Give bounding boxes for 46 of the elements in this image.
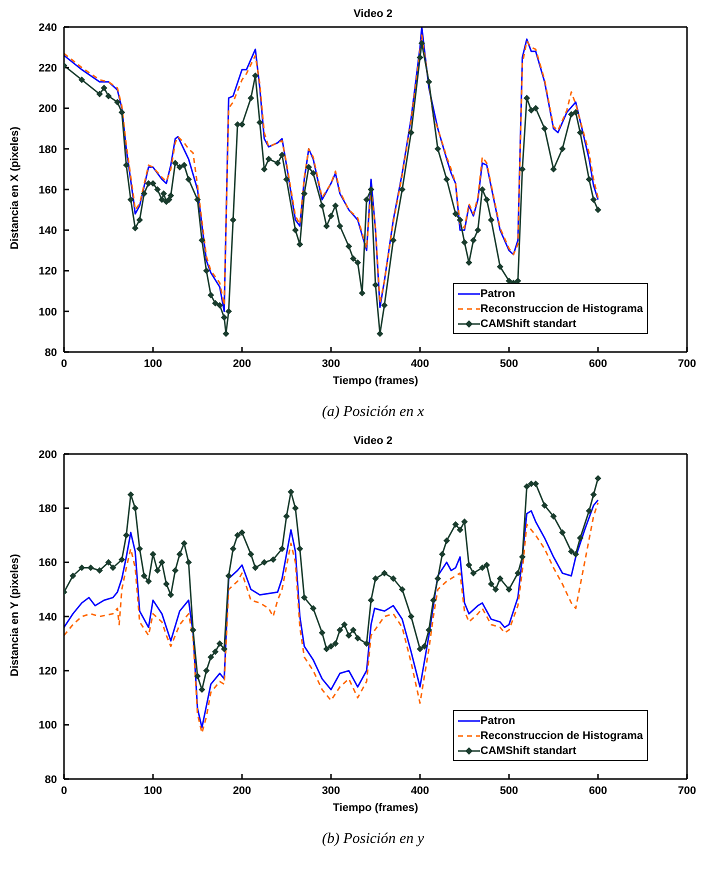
- y-tick-label: 180: [38, 144, 57, 156]
- x-tick-label: 700: [678, 784, 696, 797]
- legend-label: Reconstruccion de Histograma: [480, 730, 643, 742]
- chart-title: Video 2: [352, 8, 394, 22]
- y-tick-label: 140: [38, 611, 57, 624]
- x-tick-label: 400: [410, 784, 430, 797]
- x-axis-title: Tiempo (frames): [332, 802, 419, 814]
- legend-label: Reconstruccion de Histograma: [480, 302, 643, 314]
- y-tick-label: 80: [44, 774, 57, 786]
- y-tick-label: 140: [38, 225, 57, 238]
- y-tick-label: 200: [38, 448, 57, 461]
- x-tick-label: 300: [322, 784, 340, 797]
- x-tick-label: 300: [322, 358, 340, 370]
- x-tick-label: 500: [500, 784, 518, 797]
- x-tick-label: 600: [588, 358, 608, 370]
- x-tick-label: 500: [500, 358, 518, 370]
- x-tick-label: 200: [232, 358, 252, 370]
- x-tick-label: 0: [60, 784, 68, 797]
- text: (b) Posición en y: [320, 831, 426, 848]
- y-tick-label: 160: [38, 557, 57, 570]
- text: (a) Posición en x: [320, 404, 426, 421]
- x-tick-label: 100: [144, 784, 162, 797]
- legend-label: CAMShift standart: [480, 318, 576, 330]
- y-tick-label: 120: [38, 666, 57, 678]
- x-tick-label: 0: [60, 358, 68, 370]
- y-tick-label: 180: [38, 503, 57, 516]
- x-tick-label: 400: [410, 358, 430, 370]
- y-tick-label: 160: [38, 184, 57, 196]
- x-tick-label: 100: [144, 358, 162, 370]
- y-tick-label: 120: [38, 266, 57, 278]
- y-tick-label: 220: [38, 62, 57, 75]
- x-tick-label: 600: [588, 784, 608, 797]
- legend-label: Patron: [480, 714, 516, 726]
- x-tick-label: 200: [232, 784, 252, 797]
- y-tick-label: 200: [38, 103, 57, 116]
- y-axis-title: Distancia en X (pixeles): [8, 126, 21, 250]
- x-axis-title: Tiempo (frames): [332, 375, 419, 387]
- y-tick-label: 80: [44, 346, 57, 359]
- y-axis-title: Distancia en Y (pixeles): [8, 554, 21, 676]
- y-tick-label: 240: [38, 22, 57, 34]
- legend-label: Patron: [480, 288, 516, 300]
- y-tick-label: 100: [38, 306, 57, 318]
- chart-title: Video 2: [352, 435, 394, 449]
- x-tick-label: 700: [678, 358, 696, 370]
- y-tick-label: 100: [38, 720, 57, 732]
- legend-label: CAMShift standart: [480, 744, 576, 756]
